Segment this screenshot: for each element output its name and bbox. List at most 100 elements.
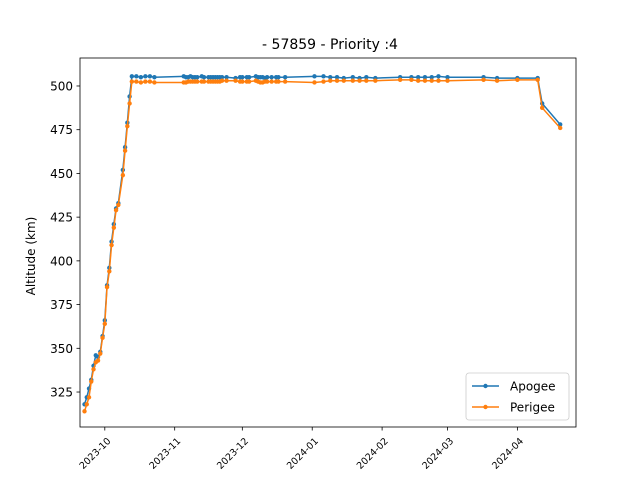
data-point-apogee	[282, 75, 288, 80]
data-point-perigee	[82, 409, 87, 414]
data-point-apogee	[558, 122, 563, 127]
data-point-perigee	[445, 78, 450, 83]
data-point-perigee	[152, 80, 157, 85]
data-point-apogee	[276, 75, 281, 80]
y-tick-label: 350	[50, 342, 73, 356]
chart-title: - 57859 - Priority :4	[262, 37, 398, 53]
data-point-apogee	[328, 75, 333, 80]
data-point-perigee	[95, 358, 101, 363]
data-point-perigee	[143, 79, 148, 84]
legend-label: Perigee	[510, 401, 555, 415]
data-point-perigee	[422, 78, 428, 83]
y-tick-label: 375	[50, 298, 73, 312]
data-point-apogee	[138, 75, 144, 80]
data-point-perigee	[350, 78, 355, 83]
data-point-apogee	[129, 74, 135, 79]
data-point-perigee	[429, 78, 434, 83]
data-point-perigee	[341, 78, 346, 83]
data-point-perigee	[397, 77, 403, 83]
data-point-apogee	[246, 75, 252, 80]
data-point-apogee	[364, 75, 369, 80]
data-point-perigee	[113, 207, 119, 213]
series-layer	[82, 74, 563, 414]
data-point-perigee	[357, 78, 362, 83]
plot-frame	[79, 57, 577, 428]
legend-swatch-marker	[483, 404, 488, 410]
data-point-perigee	[102, 321, 108, 327]
data-point-perigee	[240, 79, 245, 84]
data-point-apogee	[219, 75, 225, 80]
data-point-perigee	[134, 79, 139, 84]
y-tick-label: 450	[50, 167, 73, 181]
data-point-perigee	[147, 79, 153, 84]
data-point-apogee	[195, 75, 200, 80]
data-point-apogee	[134, 74, 139, 79]
data-point-perigee	[84, 402, 89, 407]
data-point-perigee	[436, 78, 441, 83]
data-point-perigee	[109, 242, 114, 248]
data-point-perigee	[328, 78, 333, 83]
data-point-apogee	[334, 75, 340, 80]
data-point-apogee	[445, 75, 450, 80]
data-point-apogee	[240, 75, 245, 80]
data-point-perigee	[89, 379, 94, 384]
data-point-perigee	[494, 78, 500, 83]
data-point-perigee	[107, 269, 112, 274]
data-point-apogee	[264, 75, 270, 80]
legend-swatch-marker	[483, 383, 488, 389]
data-point-apogee	[152, 75, 157, 80]
data-point-apogee	[143, 74, 148, 79]
legend: Apogee Perigee	[465, 372, 570, 421]
data-point-perigee	[120, 172, 126, 178]
data-point-perigee	[246, 79, 252, 84]
y-tick-label: 475	[50, 123, 73, 137]
data-point-perigee	[125, 124, 130, 129]
data-point-perigee	[558, 125, 563, 131]
y-tick-label: 500	[50, 79, 73, 93]
data-point-perigee	[116, 202, 121, 208]
data-point-apogee	[422, 75, 428, 80]
data-point-perigee	[201, 79, 207, 84]
data-point-perigee	[312, 80, 317, 85]
data-point-perigee	[224, 78, 229, 83]
legend-label: Apogee	[510, 380, 556, 394]
data-point-perigee	[276, 79, 281, 84]
data-point-apogee	[224, 75, 229, 80]
data-point-perigee	[98, 351, 103, 356]
data-point-perigee	[91, 367, 96, 372]
data-point-perigee	[321, 79, 326, 84]
data-point-perigee	[104, 284, 110, 290]
y-tick-label: 400	[50, 254, 73, 268]
data-point-perigee	[364, 78, 369, 83]
data-point-perigee	[373, 78, 378, 83]
data-point-apogee	[201, 75, 207, 80]
data-point-apogee	[269, 75, 274, 80]
data-point-apogee	[321, 74, 326, 79]
data-point-perigee	[138, 80, 144, 85]
y-tick-label: 425	[50, 211, 73, 225]
y-axis-label: Altitude (km)	[24, 217, 38, 296]
data-point-perigee	[282, 79, 288, 84]
data-point-apogee	[429, 75, 434, 80]
data-point-perigee	[269, 79, 274, 84]
data-point-perigee	[111, 225, 117, 230]
data-point-perigee	[129, 79, 135, 84]
data-point-perigee	[515, 77, 520, 83]
data-point-perigee	[127, 101, 132, 106]
data-point-perigee	[409, 77, 414, 83]
data-point-perigee	[334, 78, 340, 83]
data-point-perigee	[86, 395, 92, 400]
data-point-perigee	[100, 335, 105, 341]
data-point-perigee	[195, 79, 200, 84]
y-tick-label: 325	[50, 386, 73, 400]
data-point-perigee	[415, 78, 421, 83]
data-point-apogee	[415, 75, 421, 80]
data-point-perigee	[535, 77, 540, 83]
data-point-apogee	[312, 74, 317, 79]
data-point-apogee	[436, 74, 441, 79]
series-perigee	[82, 77, 563, 414]
data-point-perigee	[219, 78, 225, 83]
data-point-perigee	[264, 79, 270, 84]
